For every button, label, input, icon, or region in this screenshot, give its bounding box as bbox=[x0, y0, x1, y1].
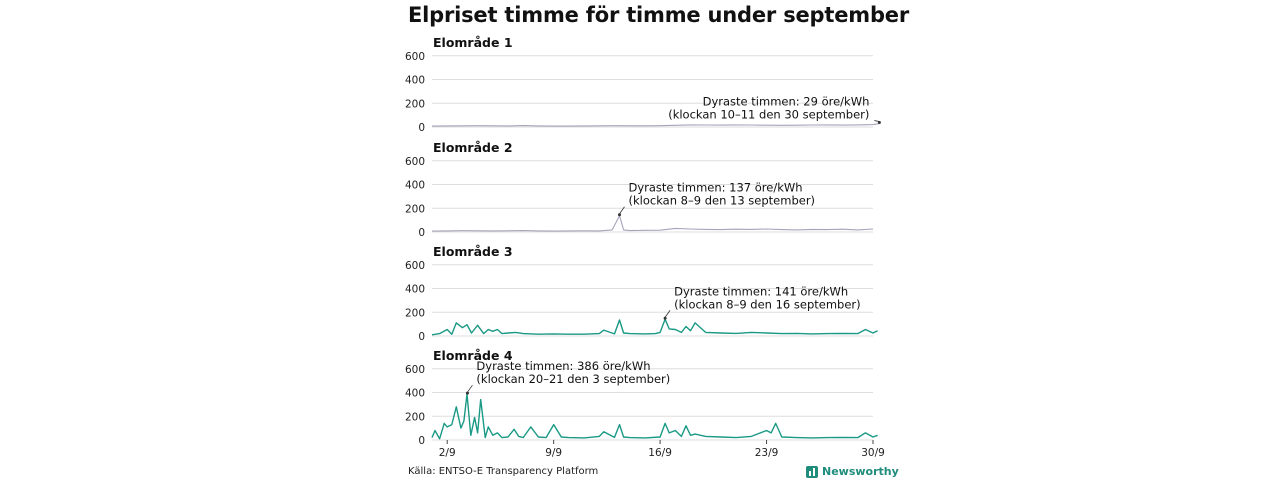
panel-title: Elområde 2 bbox=[433, 140, 513, 155]
annotation-marker bbox=[877, 121, 881, 125]
newsworthy-logo-icon bbox=[806, 465, 818, 478]
x-tick-label: 16/9 bbox=[648, 447, 672, 459]
source-note: Källa: ENTSO-E Transparency Platform bbox=[408, 466, 599, 477]
series-line bbox=[431, 123, 880, 127]
chart-title: Elpriset timme för timme under september bbox=[408, 3, 909, 27]
y-tick-label: 0 bbox=[418, 435, 425, 447]
annotation-leader bbox=[467, 384, 473, 393]
x-tick-label: 30/9 bbox=[861, 447, 885, 459]
annotation-line1: Dyraste timmen: 386 öre/kWh bbox=[476, 359, 650, 373]
y-tick-label: 600 bbox=[405, 260, 425, 272]
x-tick-label: 2/9 bbox=[439, 447, 456, 459]
brand-logo: Newsworthy bbox=[806, 465, 899, 478]
y-tick-label: 400 bbox=[405, 388, 425, 400]
series-line bbox=[431, 318, 878, 336]
y-tick-label: 400 bbox=[405, 180, 425, 192]
panel-title: Elområde 1 bbox=[433, 35, 513, 50]
annotation-line1: Dyraste timmen: 141 öre/kWh bbox=[674, 284, 848, 298]
y-tick-label: 0 bbox=[418, 331, 425, 343]
annotation-line1: Dyraste timmen: 137 öre/kWh bbox=[629, 181, 803, 195]
annotation-leader bbox=[619, 206, 625, 214]
series-line bbox=[431, 393, 878, 440]
series-line bbox=[431, 215, 874, 232]
brand-name: Newsworthy bbox=[822, 465, 899, 478]
y-tick-label: 200 bbox=[405, 203, 425, 215]
panel-title: Elområde 3 bbox=[433, 244, 513, 259]
y-tick-label: 0 bbox=[418, 122, 425, 134]
y-tick-label: 400 bbox=[405, 75, 425, 87]
y-tick-label: 200 bbox=[405, 307, 425, 319]
y-tick-label: 600 bbox=[405, 156, 425, 168]
annotation-leader bbox=[664, 310, 671, 318]
annotation-line2: (klockan 10–11 den 30 september) bbox=[668, 108, 869, 122]
annotation-marker bbox=[663, 316, 667, 320]
y-tick-label: 200 bbox=[405, 411, 425, 423]
annotation-marker bbox=[618, 213, 622, 217]
y-tick-label: 0 bbox=[418, 227, 425, 239]
annotation-line1: Dyraste timmen: 29 öre/kWh bbox=[703, 95, 870, 109]
annotation-line2: (klockan 8–9 den 13 september) bbox=[629, 194, 816, 208]
x-tick-label: 23/9 bbox=[755, 447, 779, 459]
annotation-line2: (klockan 20–21 den 3 september) bbox=[476, 372, 670, 386]
annotation-marker bbox=[465, 391, 469, 395]
annotation-line2: (klockan 8–9 den 16 september) bbox=[674, 297, 861, 311]
y-tick-label: 600 bbox=[405, 364, 425, 376]
y-tick-label: 400 bbox=[405, 284, 425, 296]
y-tick-label: 600 bbox=[405, 51, 425, 63]
x-tick-label: 9/9 bbox=[545, 447, 562, 459]
y-tick-label: 200 bbox=[405, 98, 425, 110]
panel-title: Elområde 4 bbox=[433, 348, 513, 363]
